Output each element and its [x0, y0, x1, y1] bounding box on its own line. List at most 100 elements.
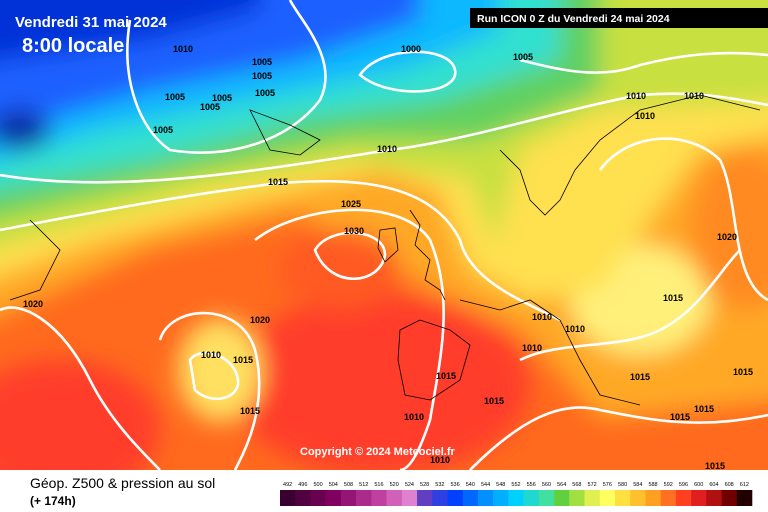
isobar-label: 1015	[663, 293, 683, 303]
isobar-label: 1000	[401, 44, 421, 54]
scale-swatch	[691, 490, 707, 506]
scale-swatch	[523, 490, 540, 506]
scale-swatch	[356, 490, 372, 506]
scale-label: 576	[603, 482, 612, 488]
scale-swatch	[645, 490, 661, 506]
scale-label: 544	[481, 482, 490, 488]
scale-label: 612	[740, 482, 749, 488]
isobar-label: 1015	[694, 404, 714, 414]
scale-swatch	[280, 490, 296, 506]
scale-label: 512	[359, 482, 368, 488]
scale-swatch	[599, 490, 616, 506]
time: 8:00 locale	[22, 35, 124, 57]
scale-label: 520	[390, 482, 399, 488]
scale-swatch	[569, 490, 585, 506]
isobar-label: 1015	[233, 355, 253, 365]
isobar-label: 1005	[153, 125, 173, 135]
isobar-label: 1030	[344, 226, 364, 236]
scale-label: 492	[283, 482, 292, 488]
isobar-label: 1005	[165, 92, 185, 102]
isobar-label: 1010	[684, 91, 704, 101]
isobar-label: 1010	[522, 343, 542, 353]
scale-swatch	[462, 490, 479, 506]
scale-swatch	[477, 490, 494, 506]
scale-label: 604	[709, 482, 718, 488]
scale-label: 584	[633, 482, 642, 488]
run-info: Run ICON 0 Z du Vendredi 24 mai 2024	[477, 13, 670, 25]
scale-label: 532	[435, 482, 444, 488]
run-box	[470, 8, 768, 28]
scale-label: 500	[313, 482, 322, 488]
date: Vendredi 31 mai 2024	[15, 14, 167, 31]
scale-label: 560	[542, 482, 551, 488]
scale-swatch	[417, 490, 433, 506]
scale-swatch	[660, 490, 677, 506]
copyright: Copyright © 2024 Meteociel.fr	[300, 446, 456, 458]
isobar-label: 1005	[200, 102, 220, 112]
scale-swatch	[538, 490, 555, 506]
isobar-label: 1025	[341, 199, 361, 209]
scale-swatch	[447, 490, 464, 506]
scale-swatch	[295, 490, 311, 506]
isobar-label: 1015	[733, 367, 753, 377]
isobar-label: 1015	[268, 177, 288, 187]
scale-label: 548	[496, 482, 505, 488]
scale-label: 552	[511, 482, 520, 488]
scale-swatch	[508, 490, 524, 506]
scale-label: 608	[725, 482, 734, 488]
isobar-label: 1005	[255, 88, 275, 98]
scale-label: 596	[679, 482, 688, 488]
isobar-label: 1005	[212, 93, 232, 103]
isobar-label: 1020	[250, 315, 270, 325]
scale-swatch	[340, 490, 357, 506]
scale-swatch	[325, 490, 342, 506]
scale-label: 528	[420, 482, 429, 488]
isobar-label: 1005	[252, 57, 272, 67]
scale-swatch	[371, 490, 387, 506]
isobar-label: 1015	[630, 372, 650, 382]
isobar-label: 1020	[23, 299, 43, 309]
isobar-label: 1005	[252, 71, 272, 81]
scale-swatch	[386, 490, 403, 506]
isobar-label: 1010	[404, 412, 424, 422]
isobar-label: 1010	[201, 350, 221, 360]
scale-label: 568	[572, 482, 581, 488]
scale-label: 516	[374, 482, 383, 488]
scale-swatch	[630, 490, 646, 506]
scale-label: 524	[405, 482, 414, 488]
isobar-label: 1020	[717, 232, 737, 242]
coastlines	[9, 94, 761, 406]
scale-swatch	[493, 490, 509, 506]
isobar-label: 1010	[173, 44, 193, 54]
isobar-label: 1010	[635, 111, 655, 121]
scale-swatch	[584, 490, 601, 506]
scale-swatch	[721, 490, 738, 506]
scale-label: 556	[527, 482, 536, 488]
scale-swatch	[736, 490, 753, 506]
isobars	[0, 0, 768, 470]
footer-title: Géop. Z500 & pression au sol	[30, 475, 215, 491]
isobar-label: 1010	[626, 91, 646, 101]
isobar-label: 1010	[532, 312, 552, 322]
isobar-label: 1010	[377, 144, 397, 154]
scale-swatch	[706, 490, 722, 506]
isobar-label: 1010	[430, 455, 450, 465]
isobar-label: 1015	[670, 412, 690, 422]
scale-swatch	[401, 490, 418, 506]
isobar-label: 1015	[240, 406, 260, 416]
scale-swatch	[310, 490, 326, 506]
isobar-label: 1015	[436, 371, 456, 381]
footer-lead: (+ 174h)	[30, 494, 76, 508]
scale-label: 580	[618, 482, 627, 488]
scale-label: 572	[588, 482, 597, 488]
isobar-label: 1015	[484, 396, 504, 406]
isobar-label: 1005	[513, 52, 533, 62]
scale-swatch	[614, 490, 631, 506]
scale-label: 600	[694, 482, 703, 488]
isobar-label: 1015	[705, 461, 725, 471]
scale-label: 496	[298, 482, 307, 488]
scale-label: 588	[648, 482, 657, 488]
isobar-label: 1010	[565, 324, 585, 334]
scale-label: 536	[451, 482, 460, 488]
field	[0, 0, 768, 470]
